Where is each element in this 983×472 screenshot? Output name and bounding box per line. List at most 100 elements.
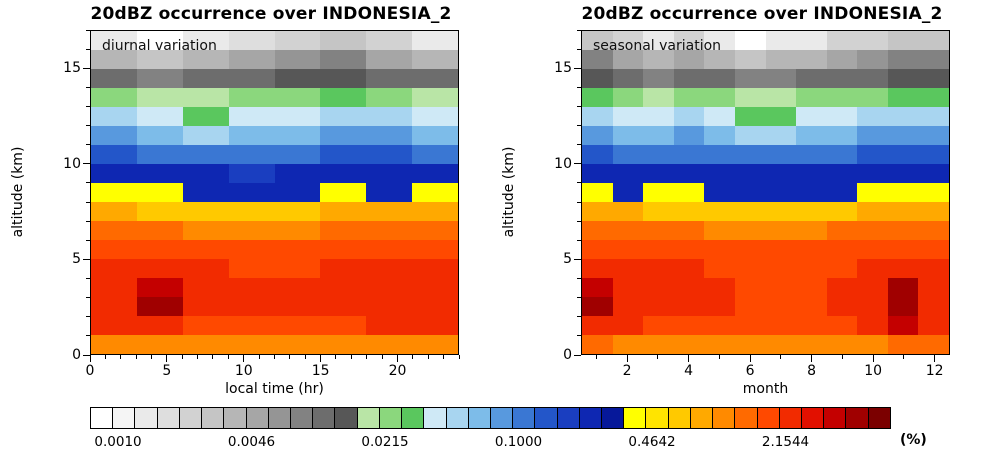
heatmap-cell xyxy=(857,316,888,335)
heatmap-cell xyxy=(704,126,735,145)
heatmap-cell xyxy=(826,31,858,50)
heatmap-cell xyxy=(274,297,321,316)
heatmap-cell xyxy=(228,145,275,164)
x-minor-tick xyxy=(688,355,690,359)
x-minor-tick xyxy=(626,355,628,359)
heatmap-cell xyxy=(582,145,613,164)
heatmap-cell xyxy=(366,316,413,335)
heatmap-cell xyxy=(734,50,766,69)
heatmap-cell xyxy=(643,335,674,354)
heatmap-cell xyxy=(320,183,367,202)
heatmap-cell xyxy=(734,164,766,183)
heatmap-cell xyxy=(796,69,827,88)
heatmap-cell xyxy=(366,221,413,240)
heatmap-cell xyxy=(412,69,458,88)
heatmap-cell xyxy=(796,88,827,107)
heatmap-cell xyxy=(412,145,458,164)
heatmap-cell xyxy=(643,297,674,316)
y-minor-tick xyxy=(86,258,90,260)
colorbar-segment xyxy=(824,408,847,428)
heatmap-cell xyxy=(412,183,458,202)
x-minor-tick xyxy=(749,355,751,359)
heatmap-cell xyxy=(796,183,827,202)
heatmap-cell xyxy=(274,183,321,202)
heatmap-cell xyxy=(366,297,413,316)
x-minor-tick xyxy=(841,355,843,359)
y-minor-tick xyxy=(577,67,581,69)
heatmap-cell xyxy=(228,240,275,259)
heatmap-cell xyxy=(182,31,229,50)
heatmap-cell xyxy=(612,88,644,107)
heatmap-cell xyxy=(228,69,275,88)
heatmap-cell xyxy=(182,316,229,335)
heatmap-cell xyxy=(734,316,766,335)
heatmap-cell xyxy=(704,183,735,202)
y-minor-tick xyxy=(577,201,581,203)
heatmap-cell xyxy=(765,88,797,107)
x-major-tick xyxy=(626,355,628,362)
y-major-tick xyxy=(574,67,581,69)
x-minor-tick xyxy=(872,355,874,359)
heatmap-cell xyxy=(704,164,735,183)
heatmap-cell xyxy=(826,145,858,164)
heatmap-cell xyxy=(673,297,705,316)
heatmap-cell xyxy=(918,259,949,278)
heatmap-cell xyxy=(887,335,919,354)
heatmap-cell xyxy=(796,50,827,69)
colorbar-segment xyxy=(802,408,825,428)
y-minor-tick xyxy=(86,48,90,50)
heatmap-cell xyxy=(182,183,229,202)
heatmap-cell xyxy=(765,145,797,164)
heatmap-cell xyxy=(274,278,321,297)
heatmap-cell xyxy=(857,297,888,316)
colorbar-segment xyxy=(779,408,802,428)
heatmap-cell xyxy=(643,202,674,221)
heatmap-cell xyxy=(612,69,644,88)
heatmap-cell xyxy=(643,183,674,202)
x-minor-tick xyxy=(104,355,106,359)
heatmap-cell xyxy=(796,259,827,278)
heatmap-cell xyxy=(91,107,137,126)
heatmap-cell xyxy=(734,278,766,297)
heatmap-cell xyxy=(182,202,229,221)
y-major-tick xyxy=(83,258,90,260)
heatmap-cell xyxy=(857,202,888,221)
x-tick-label: 4 xyxy=(684,363,694,379)
heatmap-cell xyxy=(796,297,827,316)
heatmap-cell xyxy=(91,240,137,259)
y-major-tick xyxy=(83,354,90,356)
heatmap-cell xyxy=(857,221,888,240)
x-minor-tick xyxy=(657,355,659,359)
y-tick-label: 10 xyxy=(63,155,81,172)
x-minor-tick xyxy=(412,355,414,359)
heatmap-cell xyxy=(643,240,674,259)
heatmap-cell xyxy=(796,145,827,164)
heatmap-cell xyxy=(643,69,674,88)
heatmap-cell xyxy=(412,316,458,335)
colorbar-segment xyxy=(335,408,358,428)
x-minor-tick xyxy=(335,355,337,359)
heatmap-cell xyxy=(320,107,367,126)
heatmap-cell xyxy=(704,202,735,221)
heatmap-cell xyxy=(765,240,797,259)
heatmap-cell xyxy=(412,259,458,278)
y-minor-tick xyxy=(577,335,581,337)
heatmap-cell xyxy=(91,221,137,240)
heatmap-cell xyxy=(918,240,949,259)
y-minor-tick xyxy=(86,182,90,184)
heatmap-cell xyxy=(918,107,949,126)
heatmap-cell xyxy=(826,50,858,69)
heatmap-cell xyxy=(887,202,919,221)
heatmap-cell xyxy=(582,278,613,297)
heatmap-cell xyxy=(612,107,644,126)
heatmap-cell xyxy=(274,145,321,164)
y-tick-label: 15 xyxy=(554,60,572,77)
x-minor-tick xyxy=(903,355,905,359)
y-tick-label: 5 xyxy=(563,251,572,268)
y-minor-tick xyxy=(86,220,90,222)
colorbar-segment xyxy=(624,408,647,428)
heatmap-cell xyxy=(643,31,674,50)
y-minor-tick xyxy=(577,105,581,107)
heatmap-cell xyxy=(673,316,705,335)
